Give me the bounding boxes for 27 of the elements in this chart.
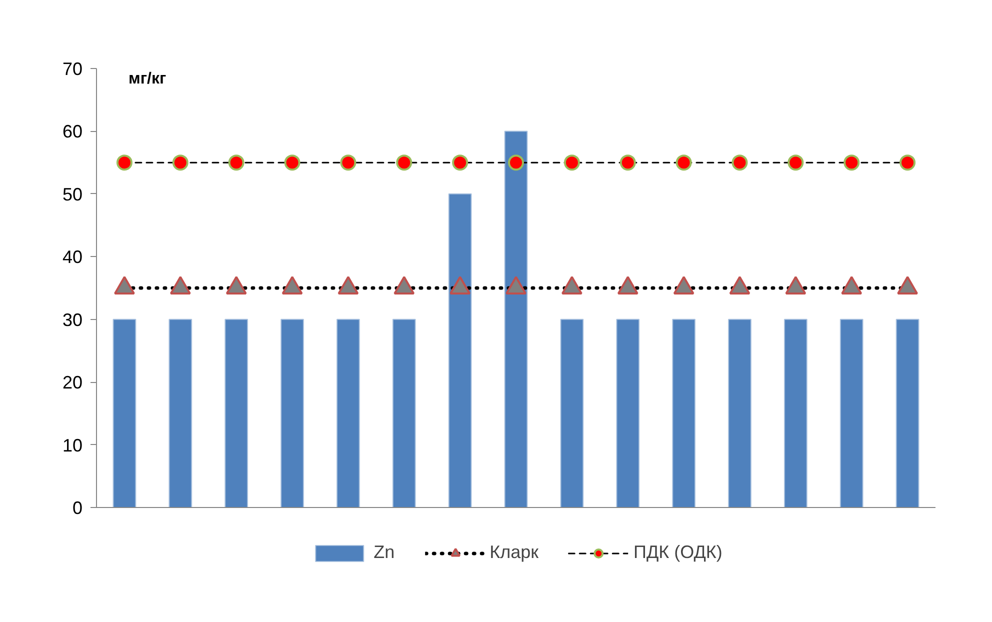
y-tick-label: 10 (62, 435, 83, 456)
bar (280, 318, 304, 508)
bar (504, 130, 528, 508)
bar (616, 318, 640, 508)
legend-label: Zn (374, 542, 395, 563)
bar (336, 318, 360, 508)
legend-label: ПДК (ОДК) (634, 542, 722, 563)
bar (112, 318, 136, 508)
y-tick-label: 60 (62, 122, 83, 142)
y-axis-title: мг/кг (128, 70, 166, 88)
bar (896, 318, 920, 508)
y-tick-label: 20 (62, 372, 83, 393)
bar (728, 318, 752, 508)
y-tick-label: 50 (62, 184, 83, 204)
bar (224, 318, 248, 508)
y-tick-label: 70 (62, 59, 83, 79)
bar (168, 318, 192, 508)
y-tick-label: 0 (72, 498, 83, 518)
legend-label: Кларк (490, 542, 539, 563)
y-tick-label: 30 (62, 310, 83, 330)
bar (448, 193, 472, 508)
y-tick-label: 40 (62, 247, 83, 268)
bar (840, 318, 864, 508)
bar (392, 318, 416, 508)
bar (672, 318, 696, 508)
bar (560, 318, 584, 508)
bar (784, 318, 808, 508)
